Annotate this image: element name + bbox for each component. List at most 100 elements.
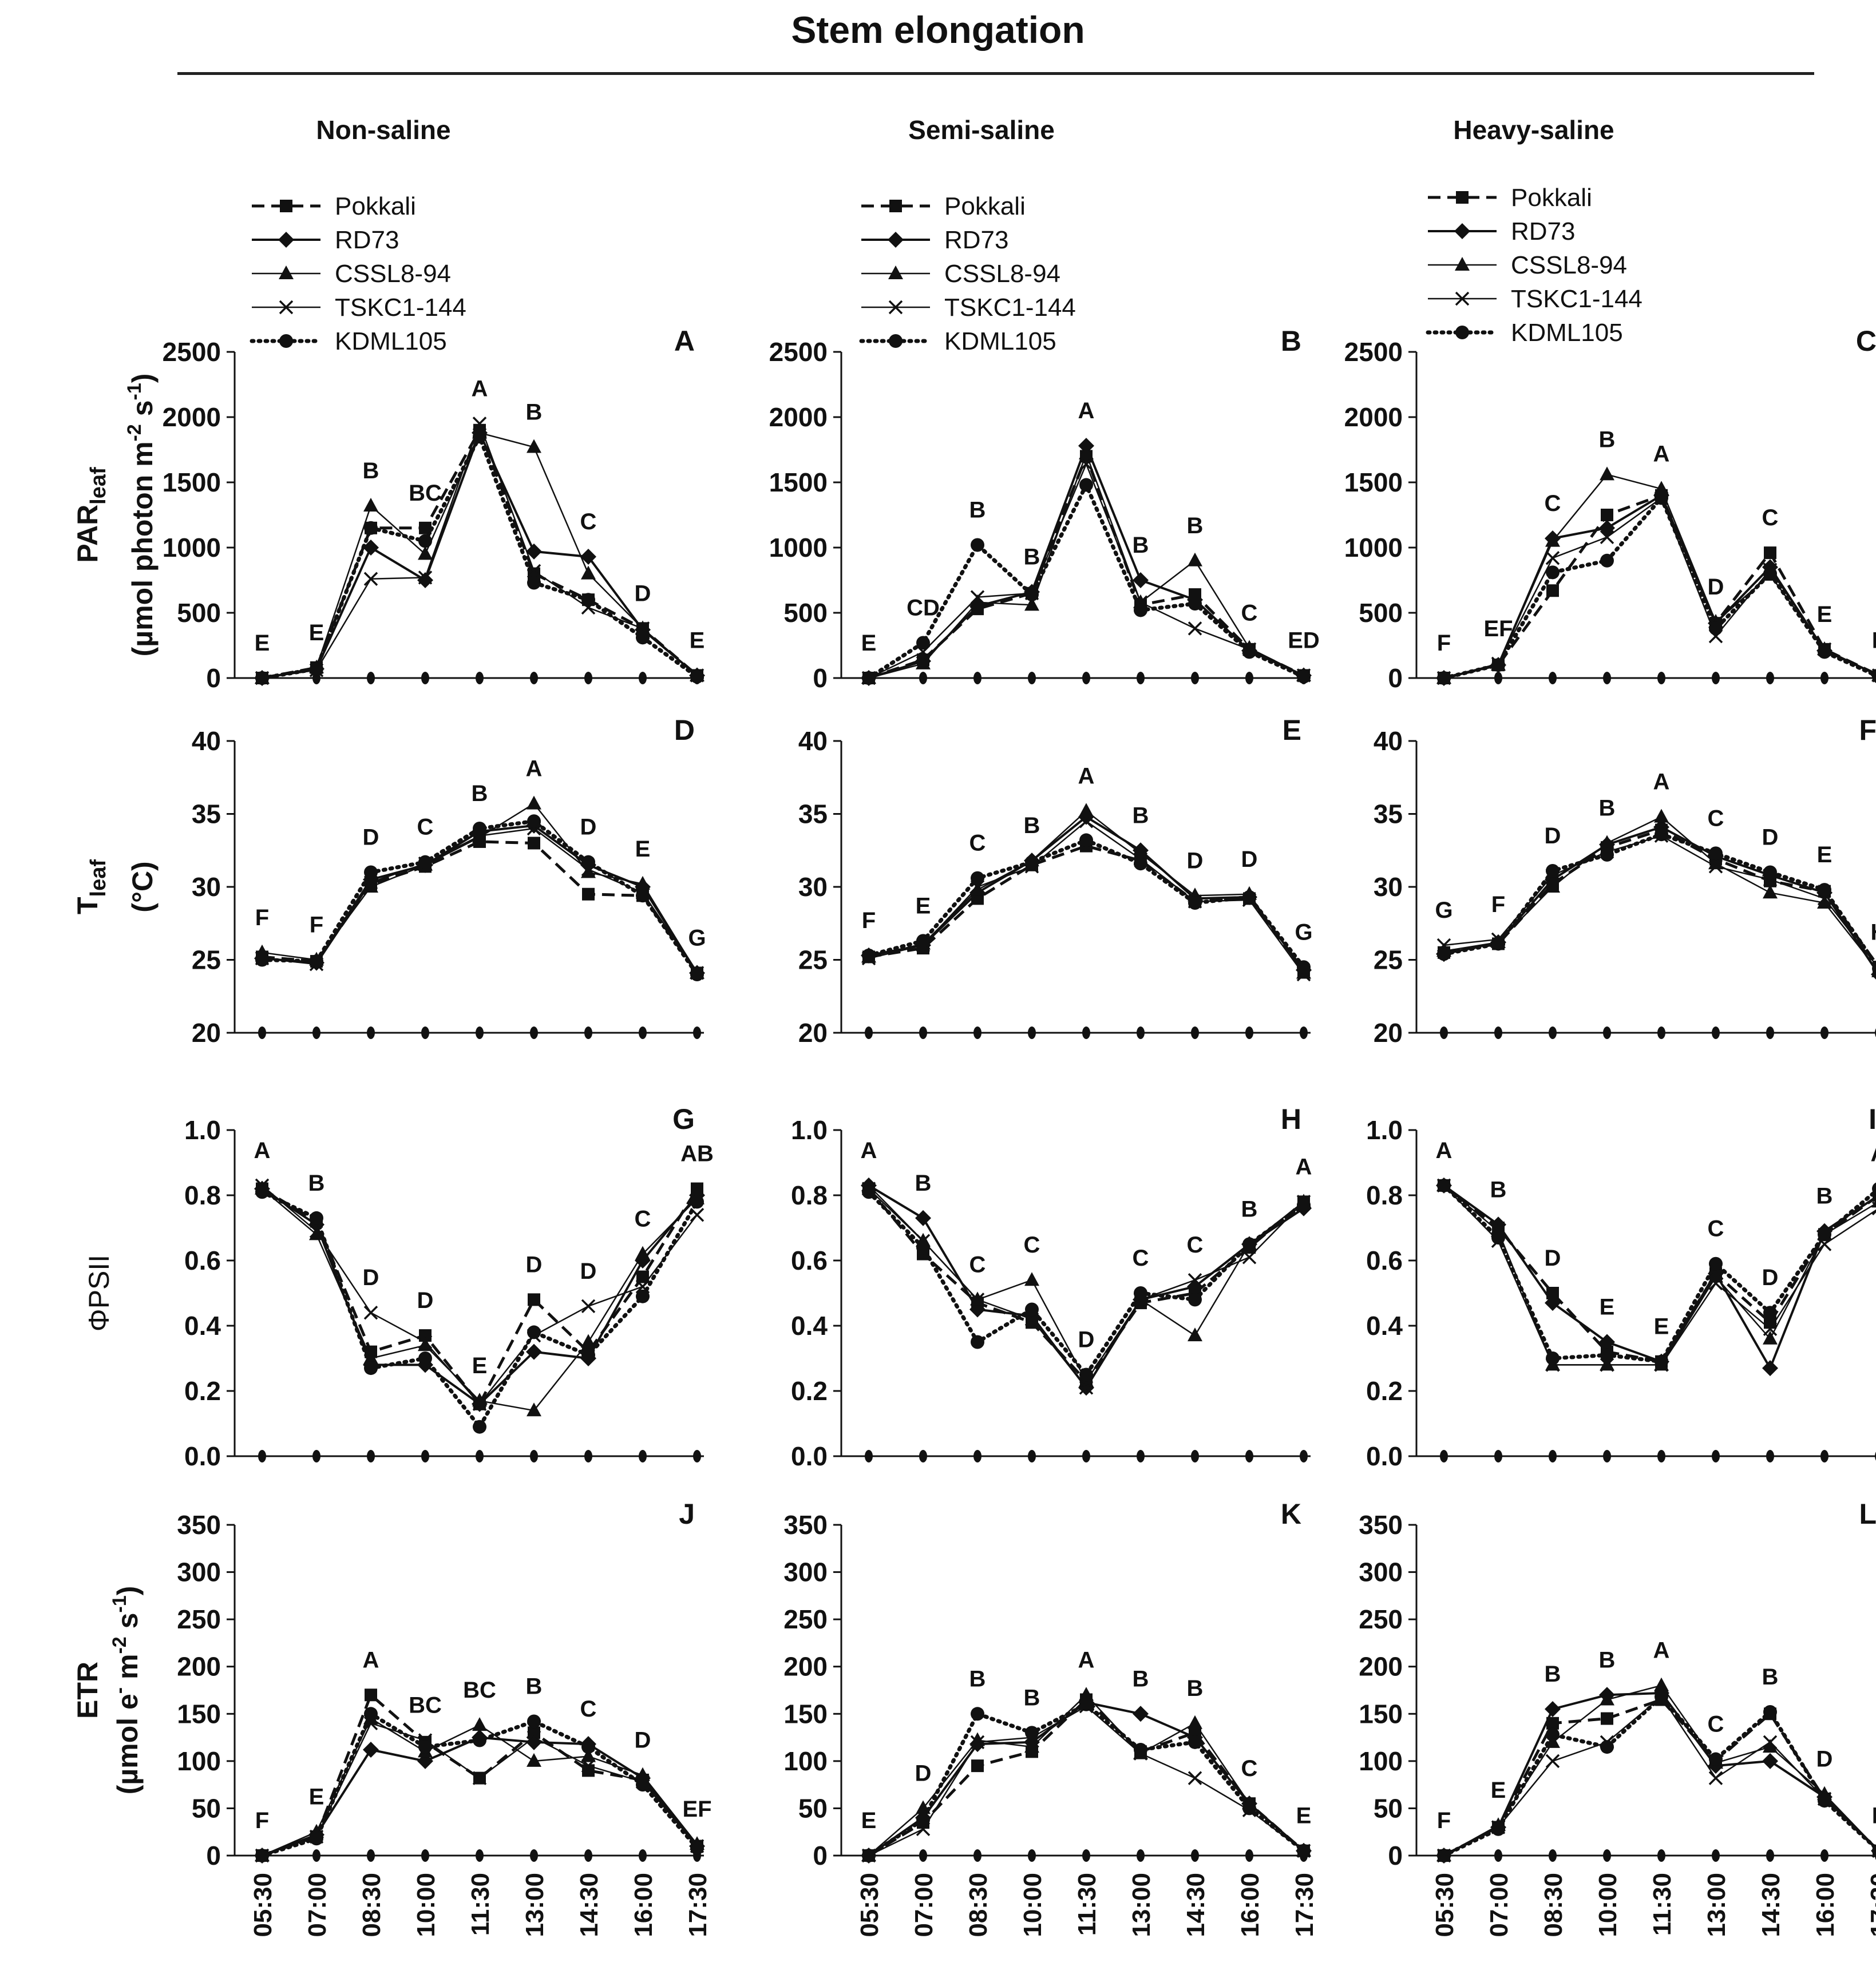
x-tick-mark bbox=[1494, 1026, 1502, 1039]
data-point-CSSL8-94 bbox=[635, 875, 650, 890]
legend-label-Pokkali: Pokkali bbox=[1511, 184, 1592, 212]
data-point-TSKC1-144 bbox=[1545, 1754, 1560, 1769]
data-point-KDML105 bbox=[1546, 1351, 1560, 1365]
x-tick-mark bbox=[367, 672, 375, 684]
y-label-part: s bbox=[112, 1613, 144, 1637]
significance-letter: C bbox=[580, 509, 597, 534]
x-tick-label: 16:00 bbox=[1236, 1873, 1264, 1937]
significance-letter: C bbox=[1708, 1216, 1724, 1242]
data-point-KDML105 bbox=[1491, 1231, 1505, 1245]
data-point-RD73 bbox=[1599, 1334, 1615, 1350]
significance-letter: B bbox=[915, 1171, 932, 1196]
x-tick-mark bbox=[367, 1849, 375, 1862]
significance-letter: BC bbox=[463, 1678, 496, 1703]
data-point-TSKC1-144 bbox=[1763, 1322, 1778, 1336]
data-point-CSSL8-94 bbox=[970, 882, 985, 896]
data-point-TSKC1-144 bbox=[418, 1335, 433, 1349]
x-tick-mark bbox=[1191, 1450, 1199, 1462]
y-tick-label: 50 bbox=[1374, 1793, 1403, 1823]
x-tick-label: 13:00 bbox=[1703, 1873, 1731, 1937]
data-point-KDML105 bbox=[916, 636, 930, 650]
data-point-KDML105 bbox=[971, 538, 984, 552]
data-point-KDML105 bbox=[1491, 1822, 1505, 1836]
data-point-TSKC1-144 bbox=[363, 572, 378, 586]
data-point-CSSL8-94 bbox=[581, 1748, 596, 1762]
panel-label: F bbox=[1859, 714, 1876, 746]
data-point-KDML105 bbox=[1655, 827, 1668, 842]
legend-marker-RD73 bbox=[278, 232, 294, 248]
significance-letter: A bbox=[861, 1138, 877, 1163]
legend-marker-KDML105 bbox=[889, 334, 903, 348]
data-point-CSSL8-94 bbox=[527, 1402, 541, 1417]
y-tick-label: 1000 bbox=[769, 533, 828, 562]
y-tick-label: 0 bbox=[813, 663, 828, 693]
y-label-part: (°C) bbox=[126, 861, 159, 912]
data-point-KDML105 bbox=[1025, 1726, 1039, 1740]
y-tick-label: 0.0 bbox=[1366, 1441, 1403, 1471]
legend-label-Pokkali: Pokkali bbox=[335, 192, 416, 220]
data-point-KDML105 bbox=[1134, 1286, 1147, 1300]
legend-marker-RD73 bbox=[888, 232, 904, 248]
x-tick-mark bbox=[312, 1026, 320, 1039]
data-point-KDML105 bbox=[527, 814, 541, 829]
x-tick-mark bbox=[584, 1450, 592, 1462]
x-tick-mark bbox=[919, 1026, 927, 1039]
y-tick-label: 1500 bbox=[769, 467, 828, 497]
significance-letter: E bbox=[1296, 1803, 1312, 1829]
data-point-CSSL8-94 bbox=[1654, 481, 1669, 495]
significance-letter: H bbox=[1871, 919, 1876, 945]
data-point-TSKC1-144 bbox=[970, 590, 985, 604]
data-point-KDML105 bbox=[527, 576, 541, 590]
x-tick-label: 17:30 bbox=[1291, 1873, 1319, 1937]
x-tick-mark bbox=[1603, 672, 1611, 684]
x-tick-mark bbox=[1712, 672, 1720, 684]
series-line-KDML105 bbox=[260, 434, 699, 680]
significance-letter: A bbox=[472, 376, 488, 401]
panel-D: 20 25 30 35 40 D F F D C B A D E G bbox=[192, 714, 706, 1048]
data-point-CSSL8-94 bbox=[418, 1337, 433, 1351]
significance-letter: G bbox=[688, 925, 706, 950]
y-tick-label: 1.0 bbox=[184, 1115, 221, 1145]
y-tick-label: 40 bbox=[192, 726, 221, 756]
x-tick-mark bbox=[1494, 672, 1502, 684]
data-point-KDML105 bbox=[1872, 1182, 1876, 1195]
row-4-y-axis-label: ETR(µmol e- m-2 s-1) bbox=[72, 1586, 144, 1795]
significance-letter: C bbox=[1187, 1232, 1204, 1258]
data-point-KDML105 bbox=[1546, 1727, 1560, 1742]
data-point-KDML105 bbox=[1818, 645, 1831, 659]
data-point-KDML105 bbox=[636, 889, 650, 903]
x-tick-mark bbox=[1137, 672, 1145, 684]
data-point-KDML105 bbox=[1079, 1697, 1093, 1711]
data-point-Pokkali bbox=[1601, 509, 1613, 521]
data-point-KDML105 bbox=[1297, 1844, 1311, 1858]
series-line-CSSL8-94 bbox=[1443, 1684, 1876, 1857]
y-tick-label: 0 bbox=[1388, 1841, 1403, 1870]
x-tick-label: 08:30 bbox=[964, 1873, 992, 1937]
data-point-CSSL8-94 bbox=[1188, 1327, 1202, 1342]
data-point-KDML105 bbox=[1437, 1849, 1451, 1862]
data-point-Pokkali bbox=[1546, 1717, 1559, 1730]
series-line-TSKC1-144 bbox=[1443, 497, 1876, 679]
y-tick-label: 30 bbox=[798, 872, 828, 902]
data-point-KDML105 bbox=[1134, 857, 1147, 871]
significance-letter: F bbox=[310, 913, 323, 938]
y-tick-label: 250 bbox=[783, 1604, 828, 1634]
x-tick-label: 07:00 bbox=[910, 1873, 938, 1937]
significance-letter: B bbox=[1816, 1184, 1833, 1209]
data-point-CSSL8-94 bbox=[363, 498, 378, 512]
data-point-CSSL8-94 bbox=[1763, 1330, 1778, 1345]
x-tick-mark bbox=[1028, 1450, 1036, 1462]
y-tick-label: 100 bbox=[1359, 1746, 1403, 1776]
data-point-TSKC1-144 bbox=[1188, 1273, 1202, 1287]
x-tick-label: 08:30 bbox=[1539, 1873, 1568, 1937]
y-tick-label: 2000 bbox=[163, 402, 221, 432]
data-point-KDML105 bbox=[364, 521, 378, 535]
significance-letter: EF bbox=[682, 1797, 711, 1822]
data-point-KDML105 bbox=[1872, 1844, 1876, 1857]
legend-label-RD73: RD73 bbox=[1511, 217, 1576, 245]
panel-label: G bbox=[672, 1103, 695, 1135]
series-line-Pokkali bbox=[868, 1698, 1305, 1857]
significance-letter: C bbox=[1762, 505, 1779, 530]
significance-letter: CD bbox=[907, 595, 940, 620]
